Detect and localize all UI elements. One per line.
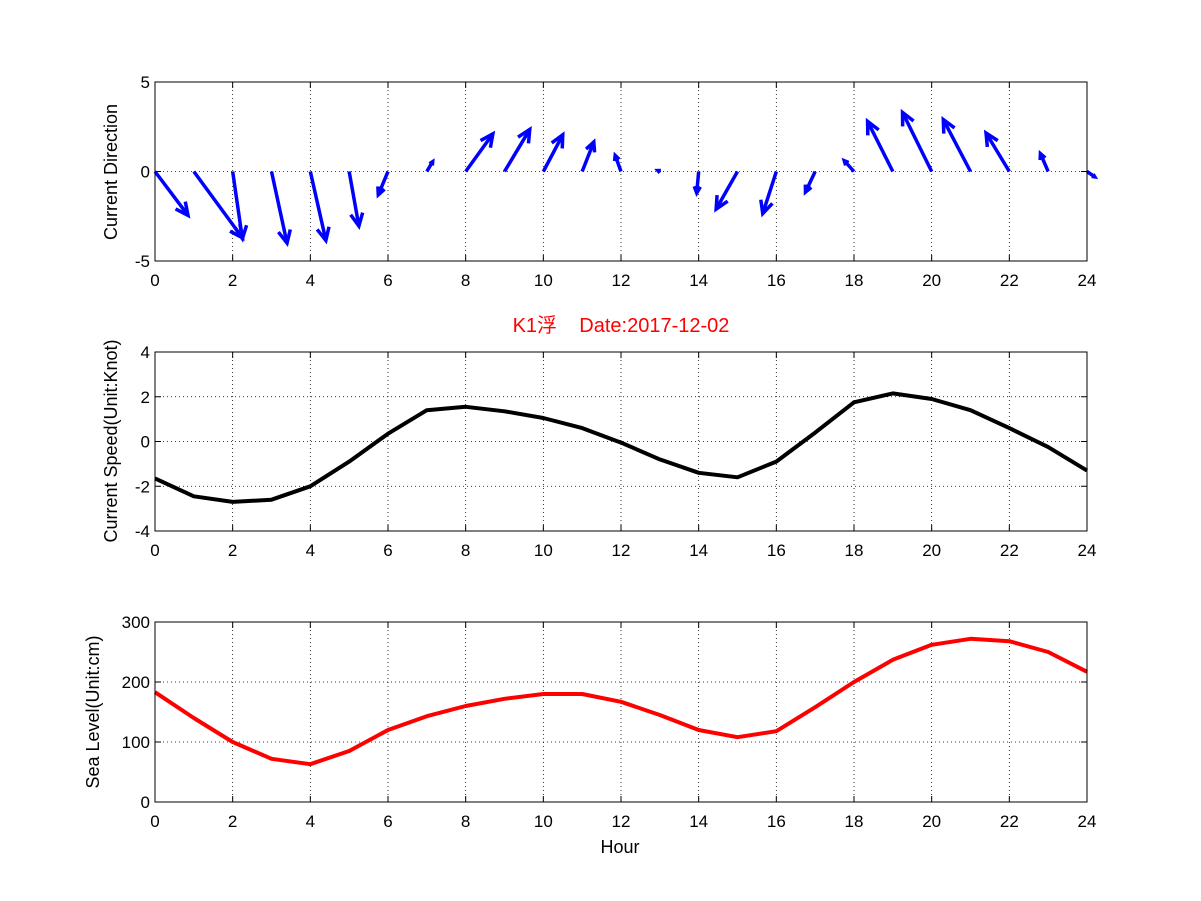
current-speed-plot: K1浮 Date:2017-12-02 0 2 4 6 8 10 12 14 16 18 20 22 2…: [101, 314, 1096, 560]
current-vector: [541, 131, 565, 173]
current-vector: [464, 130, 496, 173]
y-tick-label: 100: [122, 733, 150, 752]
x-tick-label: 12: [612, 812, 631, 831]
x-tick-label: 10: [534, 812, 553, 831]
current-vector: [347, 171, 365, 231]
x-tick-label: 10: [534, 271, 553, 290]
current-vector: [425, 158, 435, 173]
chart-title: K1浮 Date:2017-12-02: [513, 314, 730, 337]
x-tick-label: 22: [1000, 812, 1019, 831]
y-tick-label: 300: [122, 613, 150, 632]
series-line: [153, 636, 1088, 767]
current-vector: [580, 138, 597, 173]
x-tick-label: 4: [306, 271, 315, 290]
current-vector: [759, 170, 778, 218]
x-tick-label: 16: [767, 812, 786, 831]
x-tick-label: 12: [612, 271, 631, 290]
x-tick-label: 12: [612, 541, 631, 560]
y-axis-label: Current Speed(Unit:Knot): [101, 339, 121, 542]
x-tick-label: 0: [150, 541, 159, 560]
x-tick-label: 8: [461, 271, 470, 290]
current-vector: [983, 129, 1011, 173]
x-tick-label: 8: [461, 812, 470, 831]
x-tick-label: 18: [845, 812, 864, 831]
current-vector: [230, 171, 249, 243]
current-vector: [612, 151, 623, 173]
x-tick-label: 18: [845, 541, 864, 560]
current-vector: [153, 170, 191, 219]
y-tick-label: 4: [141, 343, 150, 362]
y-tick-label: 0: [141, 793, 150, 812]
x-tick-label: 24: [1078, 812, 1097, 831]
x-tick-label: 2: [228, 541, 237, 560]
current-vector: [376, 170, 390, 199]
x-tick-label: 10: [534, 541, 553, 560]
y-tick-label: -2: [135, 477, 150, 496]
y-axis-label: Current Direction: [101, 104, 121, 240]
current-vector: [865, 117, 895, 173]
current-vector: [841, 157, 856, 173]
x-tick-label: 6: [383, 541, 392, 560]
x-tick-label: 18: [845, 271, 864, 290]
current-direction-plot: 0 2 4 6 8 10 12 14 16 18 20 22 24 -505 Current Direc…: [101, 73, 1099, 290]
x-tick-label: 24: [1078, 271, 1097, 290]
x-tick-label: 22: [1000, 271, 1019, 290]
y-tick-label: 0: [141, 433, 150, 452]
y-axis-label: Sea Level(Unit:cm): [83, 635, 103, 788]
x-tick-label: 2: [228, 812, 237, 831]
series-line: [154, 391, 1089, 504]
x-tick-label: 8: [461, 541, 470, 560]
current-vector: [692, 171, 702, 197]
x-tick-label: 22: [1000, 541, 1019, 560]
x-tick-label: 24: [1078, 541, 1097, 560]
x-tick-label: 14: [689, 541, 708, 560]
x-tick-label: 14: [689, 812, 708, 831]
current-vector: [803, 170, 817, 196]
x-tick-label: 20: [922, 271, 941, 290]
current-vector: [1086, 170, 1099, 180]
x-tick-label: 6: [383, 271, 392, 290]
y-tick-label: 2: [141, 388, 150, 407]
x-axis-label: Hour: [600, 837, 639, 857]
x-tick-label: 2: [228, 271, 237, 290]
current-vector: [941, 116, 973, 173]
current-vector: [654, 168, 662, 175]
x-tick-label: 20: [922, 541, 941, 560]
x-tick-label: 16: [767, 541, 786, 560]
current-vector: [714, 170, 740, 213]
current-vector: [269, 171, 293, 248]
x-tick-label: 16: [767, 271, 786, 290]
y-tick-label: 200: [122, 673, 150, 692]
y-tick-label: 5: [141, 73, 150, 92]
current-vector: [502, 125, 532, 173]
x-tick-label: 4: [306, 812, 315, 831]
x-tick-label: 0: [150, 271, 159, 290]
current-vector: [900, 108, 934, 173]
x-tick-label: 0: [150, 812, 159, 831]
y-tick-label: 0: [141, 163, 150, 182]
current-vector: [1038, 149, 1050, 173]
x-tick-label: 4: [306, 541, 315, 560]
current-vector: [308, 171, 331, 245]
x-tick-label: 20: [922, 812, 941, 831]
x-tick-label: 6: [383, 812, 392, 831]
y-tick-label: -5: [135, 252, 150, 271]
x-tick-label: 14: [689, 271, 708, 290]
y-tick-label: -4: [135, 522, 150, 541]
